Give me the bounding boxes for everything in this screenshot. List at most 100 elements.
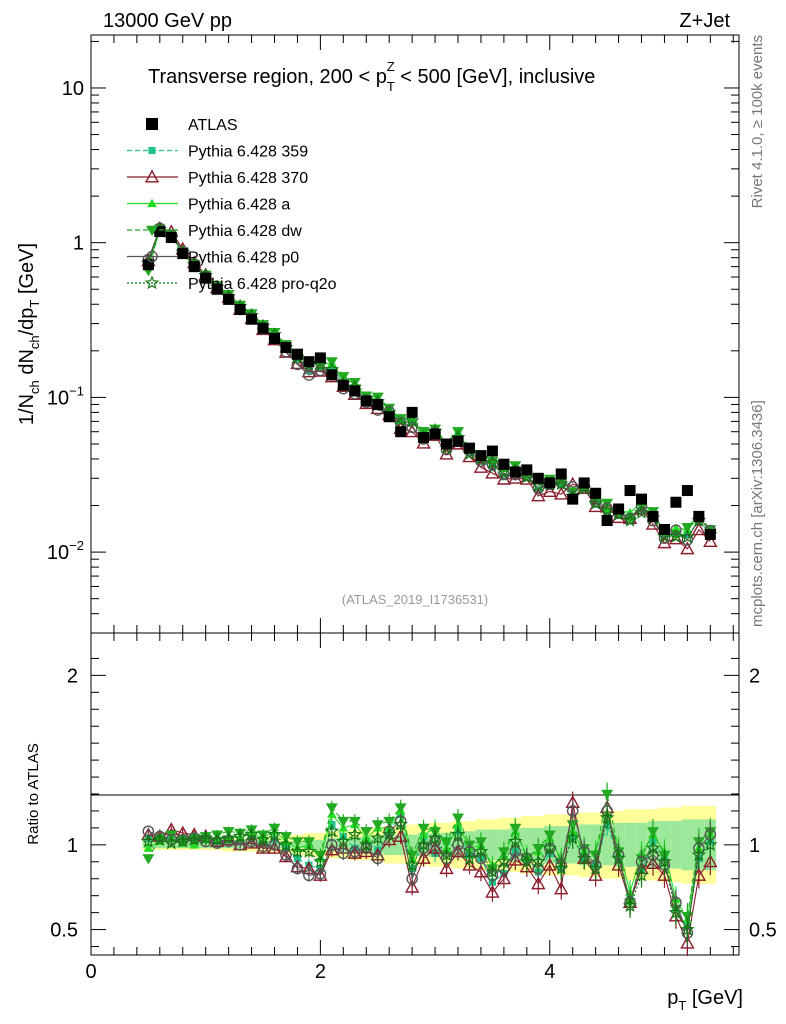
pythia-6-428-pro-q2o-ratio-point <box>599 810 615 824</box>
pythia-6-428-pro-q2o-ratio-point <box>531 854 546 868</box>
pythia-6-428-pro-q2o-ratio-point <box>255 832 271 846</box>
pythia-6-428-dw-ratio-point <box>440 837 453 848</box>
pythia-6-428-370-ratio-point <box>508 852 523 866</box>
pythia-6-428-370-ratio-point <box>462 857 477 871</box>
pythia-6-428-370-ratio-point <box>416 850 431 864</box>
legend: ATLAS Pythia 6.428 359 Pythia 6.428 370 Pyt… <box>127 117 337 293</box>
pythia-6-428-pro-q2o-ratio-point <box>324 823 340 838</box>
atlas-data-point <box>165 232 177 244</box>
pythia-6-428-dw-ratio-point <box>291 837 304 848</box>
pythia-6-428-370-ratio-point <box>485 884 500 898</box>
plot-title: Transverse region, 200 < pTZ < 500 [GeV]… <box>148 59 595 94</box>
atlas-data-point <box>360 395 372 407</box>
ratio-tick-label: 1 <box>67 835 78 857</box>
pythia-6-428-370-ratio-point <box>588 867 603 881</box>
stat-uncertainty-band <box>486 829 499 861</box>
pythia-6-428-370-main-point <box>473 459 489 473</box>
pythia-6-428-370-main-point <box>531 488 546 502</box>
legend-label: Pythia 6.428 359 <box>188 144 308 161</box>
y-tick-label: 10 <box>62 78 84 100</box>
pythia-6-428-pro-q2o-ratio-point <box>588 861 603 875</box>
atlas-data-point <box>441 438 453 450</box>
pythia-6-428-p0-main-point <box>681 534 694 546</box>
pythia-6-428-370-ratio-point <box>542 857 557 871</box>
atlas-data-point <box>280 342 292 354</box>
pythia-6-428-pro-q2o-ratio-point <box>462 850 477 865</box>
pythia-6-428-pro-q2o-ratio-point <box>232 828 248 843</box>
legend-label: ATLAS <box>188 117 238 134</box>
pythia-6-428-370-main-point <box>680 541 695 555</box>
pythia-6-428-370-ratio-point <box>496 871 512 885</box>
atlas-data-point <box>704 528 716 540</box>
pythia-6-428-pro-q2o-ratio-point <box>313 854 328 868</box>
stat-uncertainty-band <box>670 821 682 869</box>
pythia-6-428-pro-q2o-ratio-point <box>278 837 294 852</box>
pythia-6-428-pro-q2o-ratio-point <box>668 905 684 919</box>
pythia-6-428-359-main-point <box>695 518 703 526</box>
atlas-data-point <box>372 398 384 410</box>
pythia-6-428-370-ratio-point <box>554 881 569 895</box>
pythia-6-428-370-main-point <box>703 534 718 548</box>
pythia-6-428-pro-q2o-ratio-point <box>565 830 580 845</box>
atlas-data-point <box>509 466 521 478</box>
pythia-6-428-pro-q2o-ratio-point <box>553 861 569 875</box>
pythia-6-428-pro-q2o-ratio-point <box>680 922 695 936</box>
ratio-plot-frame <box>90 632 740 956</box>
data-series <box>141 220 718 957</box>
stat-uncertainty-band <box>521 827 533 862</box>
stat-uncertainty-band <box>314 839 327 850</box>
pythia-6-428-359-ratio-point <box>293 854 302 862</box>
pythia-6-428-p0-main-point <box>486 458 499 471</box>
atlas-data-point <box>257 322 269 334</box>
pythia-6-428-pro-q2o-ratio-point <box>645 840 661 855</box>
y-tick-label: 1 <box>73 233 84 255</box>
pythia-6-428-pro-q2o-main-point <box>599 503 615 517</box>
atlas-data-point <box>567 493 579 505</box>
y-label-sub3: T <box>27 300 42 308</box>
pythia-6-428-370-main-point <box>485 465 500 479</box>
y-label-sub1: ch <box>27 380 42 394</box>
atlas-data-point <box>486 445 498 457</box>
stat-uncertainty-band <box>681 819 694 871</box>
pythia-6-428-a-ratio-point <box>143 843 154 852</box>
pythia-6-428-dw-main-point <box>383 403 396 414</box>
pythia-6-428-p0-ratio-point <box>406 872 418 885</box>
y-label-a: 1/N <box>16 394 38 425</box>
header-right: Z+Jet <box>679 10 730 32</box>
pythia-6-428-pro-q2o-ratio-point <box>141 833 156 848</box>
pythia-6-428-pro-q2o-ratio-point <box>542 840 557 855</box>
pythia-6-428-pro-q2o-ratio-point <box>347 827 362 841</box>
legend-marker <box>147 198 157 208</box>
mcplots-label: mcplots.cern.ch [arXiv:1306.3436] <box>749 400 766 627</box>
atlas-data-point <box>303 356 315 368</box>
legend-label: Pythia 6.428 pro-q2o <box>188 276 337 293</box>
plot-title-part-b: < 500 [GeV], inclusive <box>395 66 596 88</box>
pythia-6-428-p0-ratio-point <box>371 852 384 865</box>
ratio-y-axis-label: Ratio to ATLAS <box>25 743 42 844</box>
pythia-6-428-pro-q2o-ratio-point <box>691 847 707 862</box>
pythia-6-428-pro-q2o-ratio-point <box>473 844 489 858</box>
pythia-6-428-pro-q2o-ratio-point <box>611 850 626 865</box>
atlas-data-point <box>383 411 395 423</box>
atlas-data-point <box>223 293 235 305</box>
pythia-6-428-370-ratio-point <box>255 840 271 854</box>
pythia-6-428-dw-ratio-point <box>302 837 315 848</box>
pythia-6-428-dw-ratio-point <box>509 823 522 834</box>
pythia-6-428-dw-ratio-point <box>394 803 407 814</box>
atlas-data-point <box>211 283 223 295</box>
pythia-6-428-dw-ratio-point <box>142 854 155 865</box>
pythia-6-428-dw-ratio-point <box>371 820 384 831</box>
pythia-6-428-dw-ratio-point <box>646 827 659 838</box>
rivet-version-label: Rivet 4.1.0, ≥ 100k events <box>749 35 766 208</box>
pythia-6-428-pro-q2o-main-point <box>404 413 420 428</box>
y-label-c: /dp <box>16 308 38 336</box>
pythia-6-428-pro-q2o-ratio-point <box>404 857 420 872</box>
atlas-data-point <box>636 493 648 505</box>
atlas-data-point <box>452 435 464 447</box>
atlas-data-point <box>578 477 590 489</box>
pythia-6-428-370-main-point <box>508 470 523 484</box>
pythia-6-428-pro-q2o-ratio-point <box>359 837 374 852</box>
x-label-sub: T <box>678 998 686 1013</box>
atlas-data-point <box>395 426 407 438</box>
atlas-data-point <box>314 352 326 364</box>
